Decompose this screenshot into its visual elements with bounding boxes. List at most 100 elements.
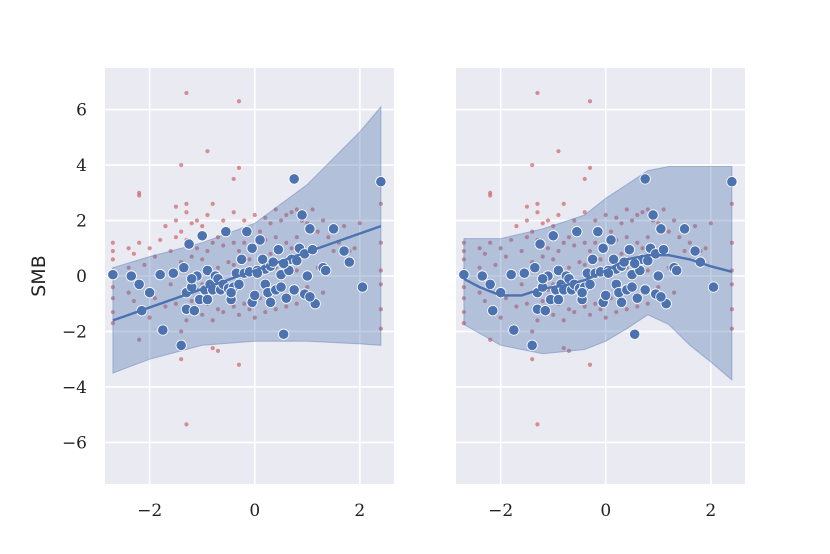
small-point <box>603 315 608 320</box>
small-point <box>205 149 210 154</box>
small-point <box>231 210 236 215</box>
small-point <box>236 99 242 104</box>
data-point <box>652 270 664 282</box>
data-point <box>547 230 559 242</box>
small-point <box>551 312 556 317</box>
data-point <box>304 223 316 235</box>
small-point <box>173 204 179 209</box>
small-point <box>126 290 131 295</box>
small-point <box>645 268 650 273</box>
panel-left: −2 0 2 −6 −4 −2 0 2 4 6 <box>62 68 394 521</box>
small-point <box>378 326 383 331</box>
data-point <box>552 264 565 277</box>
small-point <box>461 240 466 245</box>
data-point <box>639 173 651 185</box>
data-point <box>529 262 541 274</box>
small-point <box>551 223 556 229</box>
small-point <box>263 215 268 220</box>
small-point <box>692 223 698 229</box>
small-point <box>215 265 221 270</box>
data-point <box>587 253 599 265</box>
small-point <box>294 207 299 212</box>
small-point <box>352 246 357 251</box>
small-point <box>215 348 221 353</box>
small-point <box>729 240 734 245</box>
small-point <box>200 223 205 229</box>
data-point <box>597 242 609 254</box>
small-point <box>530 357 535 362</box>
small-point <box>215 307 221 312</box>
small-point <box>535 90 540 96</box>
data-point <box>233 278 245 290</box>
data-point <box>178 262 190 274</box>
small-point <box>556 212 561 218</box>
small-point <box>189 254 194 259</box>
small-point <box>131 298 136 304</box>
small-point <box>289 246 294 251</box>
data-point <box>280 292 292 304</box>
small-point <box>729 201 734 206</box>
small-point <box>666 229 671 234</box>
small-point <box>137 337 142 342</box>
small-point <box>703 246 708 251</box>
small-point <box>477 290 482 295</box>
small-point <box>582 176 587 182</box>
small-point <box>200 257 205 262</box>
data-point <box>600 289 612 302</box>
small-point <box>189 221 194 226</box>
x-tick-label: 0 <box>600 501 611 521</box>
small-point <box>572 218 577 223</box>
small-point <box>524 218 530 223</box>
small-point <box>640 246 645 251</box>
small-point <box>226 260 231 265</box>
data-point <box>505 269 517 281</box>
small-point <box>477 246 482 251</box>
small-point <box>671 218 677 223</box>
small-point <box>535 422 540 427</box>
data-point <box>655 291 667 303</box>
small-point <box>294 301 299 306</box>
data-point <box>133 278 145 290</box>
small-point <box>535 210 540 215</box>
small-point <box>268 221 273 226</box>
small-point <box>561 318 566 323</box>
small-point <box>593 240 598 245</box>
small-point <box>729 282 734 287</box>
data-point <box>671 264 683 277</box>
small-point <box>126 265 131 270</box>
small-point <box>184 422 189 427</box>
small-point <box>535 201 540 206</box>
small-point <box>461 248 466 254</box>
data-point <box>631 292 643 304</box>
small-point <box>661 207 666 212</box>
data-point <box>655 223 667 235</box>
small-point <box>461 257 466 262</box>
small-point <box>624 207 629 212</box>
data-point <box>534 238 546 250</box>
small-point <box>488 240 493 245</box>
small-point <box>231 262 236 268</box>
small-point <box>593 301 598 306</box>
small-point <box>556 149 561 154</box>
data-point <box>592 226 604 238</box>
small-point <box>284 240 289 245</box>
small-point <box>635 212 640 218</box>
small-point <box>236 312 242 317</box>
data-point <box>246 242 258 254</box>
data-point <box>125 270 137 282</box>
small-point <box>482 251 487 256</box>
small-point <box>503 296 509 301</box>
small-point <box>210 318 215 323</box>
data-point <box>201 293 214 306</box>
data-point <box>183 238 195 250</box>
fit-line <box>112 224 382 322</box>
data-point <box>338 245 350 257</box>
data-point <box>175 339 187 351</box>
tick-labels: −2 0 2 <box>488 501 716 521</box>
data-point <box>508 324 520 336</box>
small-point <box>173 235 179 240</box>
small-point <box>231 240 236 245</box>
small-point <box>677 235 682 240</box>
small-point <box>137 193 142 198</box>
data-point <box>484 278 496 290</box>
